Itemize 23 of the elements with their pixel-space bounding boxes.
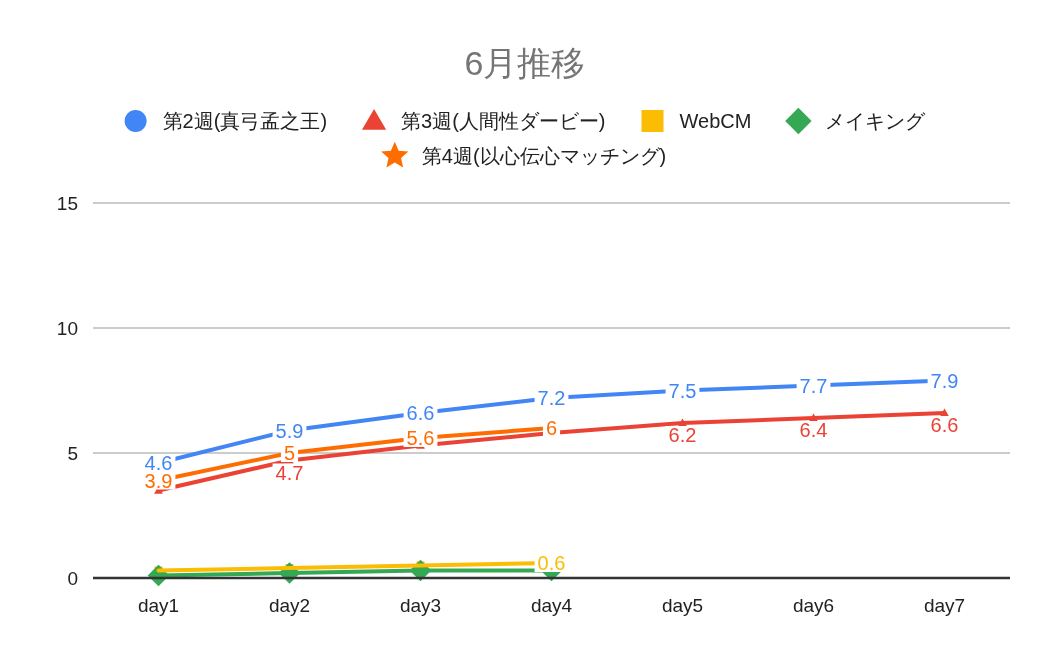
y-tick-label: 0 [67, 568, 78, 589]
data-label: 6.2 [668, 424, 697, 446]
data-label: 4.7 [275, 461, 304, 484]
data-label: 5 [283, 442, 296, 464]
legend-label: WebCM [679, 110, 752, 132]
x-tick-label: day1 [137, 595, 180, 616]
data-label: 6 [545, 417, 558, 439]
x-tick-label: day7 [923, 595, 966, 616]
legend-label: メイキング [825, 110, 927, 132]
x-tick-label: day3 [399, 595, 442, 616]
x-tick-label: day6 [792, 595, 835, 616]
legend-label: 第2週(真弓孟之王) [162, 110, 328, 132]
legend-label: 第3週(人間性ダービー) [401, 110, 606, 132]
x-tick-label: day5 [661, 595, 704, 616]
x-tick-label: day2 [268, 595, 311, 616]
y-tick-label: 15 [56, 193, 78, 214]
chart-title: 6月推移 [464, 44, 586, 82]
data-label: 6.6 [930, 414, 959, 436]
legend-label: 第4週(以心伝心マッチング) [421, 145, 667, 167]
x-tick-label: day4 [530, 595, 573, 616]
data-label: 6.4 [799, 419, 828, 441]
y-tick-label: 10 [56, 318, 78, 339]
y-tick-label: 5 [67, 443, 78, 464]
